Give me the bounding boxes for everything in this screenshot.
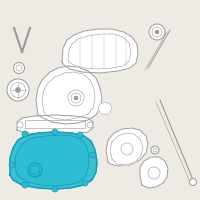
Polygon shape bbox=[106, 128, 148, 166]
Polygon shape bbox=[17, 115, 93, 135]
Polygon shape bbox=[10, 132, 97, 189]
Circle shape bbox=[155, 30, 159, 34]
Circle shape bbox=[9, 162, 15, 168]
Circle shape bbox=[190, 178, 196, 186]
Polygon shape bbox=[110, 133, 143, 165]
Circle shape bbox=[22, 182, 28, 188]
Circle shape bbox=[7, 79, 29, 101]
Circle shape bbox=[52, 129, 58, 135]
Polygon shape bbox=[42, 72, 95, 120]
Polygon shape bbox=[36, 66, 102, 124]
Circle shape bbox=[74, 96, 78, 100]
Circle shape bbox=[16, 88, 21, 92]
Circle shape bbox=[151, 146, 159, 154]
Circle shape bbox=[68, 90, 84, 106]
Circle shape bbox=[52, 186, 58, 192]
Circle shape bbox=[28, 163, 42, 177]
Circle shape bbox=[14, 62, 24, 73]
Circle shape bbox=[87, 122, 93, 128]
Circle shape bbox=[22, 131, 28, 137]
Polygon shape bbox=[68, 34, 131, 69]
Circle shape bbox=[90, 152, 96, 158]
Circle shape bbox=[82, 180, 88, 186]
Polygon shape bbox=[140, 157, 168, 188]
Circle shape bbox=[149, 24, 165, 40]
Polygon shape bbox=[62, 29, 138, 73]
Polygon shape bbox=[98, 102, 112, 115]
Circle shape bbox=[17, 122, 23, 128]
Polygon shape bbox=[15, 135, 89, 186]
Circle shape bbox=[77, 132, 83, 138]
